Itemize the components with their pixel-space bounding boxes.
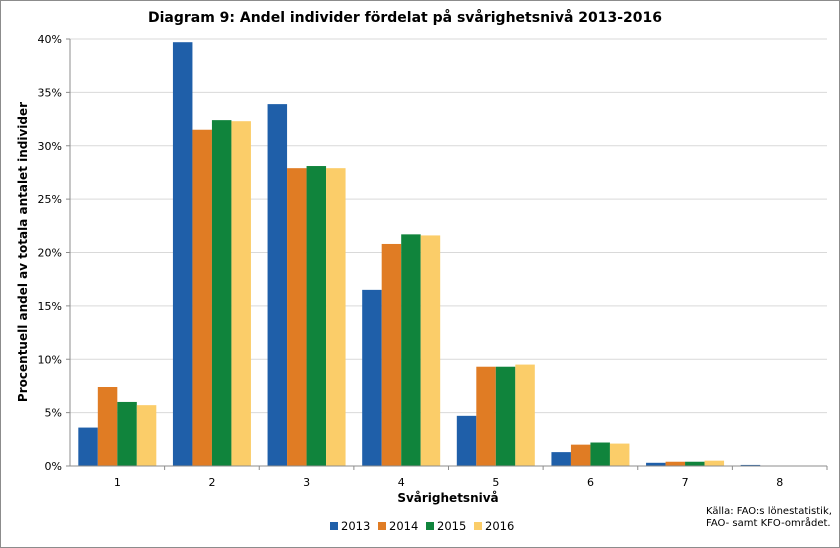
x-tick-label: 7: [682, 476, 689, 489]
bar-2014-4: [381, 243, 402, 466]
y-tick-label: 15%: [38, 300, 62, 313]
x-tick-label: 5: [492, 476, 499, 489]
source-note: Källa: FAO:s lönestatistik,FAO- samt KFO…: [706, 506, 832, 529]
x-tick-labels: 1 2 3 4 5 6 7 8: [114, 476, 783, 489]
bar-2014-6: [570, 444, 591, 466]
bar-2016-3: [326, 168, 346, 467]
x-tick-label: 8: [776, 476, 783, 489]
bar-2013-1: [78, 427, 98, 466]
legend-label: 2013: [341, 519, 370, 533]
bar-2014-3: [287, 168, 307, 467]
x-tick-label: 6: [587, 476, 594, 489]
y-tick-label: 40%: [38, 33, 62, 46]
bar-2015-5: [495, 366, 516, 466]
y-tick-label: 5%: [45, 407, 62, 420]
axes: [66, 38, 828, 470]
legend-label: 2016: [485, 519, 514, 533]
bar-2013-2: [172, 42, 193, 466]
bar-2016-4: [420, 235, 441, 466]
chart-title: Diagram 9: Andel individer fördelat på s…: [148, 9, 662, 26]
y-tick-label: 20%: [38, 247, 62, 260]
bar-2015-3: [306, 166, 327, 466]
x-tick-label: 3: [303, 476, 310, 489]
bar-2016-6: [609, 443, 630, 466]
y-tick-label: 30%: [38, 140, 62, 153]
bar-2013-6: [551, 452, 571, 466]
legend-label: 2014: [389, 519, 418, 533]
bar-2016-5: [515, 364, 535, 466]
x-tick-label: 1: [114, 476, 121, 489]
bar-2014-2: [192, 129, 212, 467]
bar-2014-7: [665, 461, 686, 466]
legend-label: 2015: [437, 519, 466, 533]
source-note-line: FAO- samt KFO-området.: [706, 516, 831, 529]
y-tick-label: 0%: [45, 460, 62, 473]
bar-2013-7: [646, 462, 666, 466]
legend-swatch-2015: [426, 522, 434, 530]
x-axis-title: Svårighetsnivå: [397, 491, 498, 505]
legend-swatch-2016: [474, 522, 482, 530]
bar-2016-2: [231, 121, 251, 466]
bar-2014-5: [476, 366, 496, 466]
bar-2014-1: [97, 387, 118, 466]
bar-2015-7: [685, 461, 705, 466]
bar-2015-2: [211, 120, 232, 466]
y-tick-label: 35%: [38, 86, 62, 99]
legend: 2013 2014 2015 2016: [330, 519, 514, 533]
x-tick-label: 4: [398, 476, 405, 489]
source-note-line: Källa: FAO:s lönestatistik,: [706, 506, 832, 517]
bar-2016-1: [136, 405, 157, 466]
bar-2013-3: [267, 104, 288, 467]
bar-2016-7: [704, 460, 725, 466]
legend-swatch-2014: [378, 522, 386, 530]
bar-2015-4: [401, 234, 421, 466]
legend-swatch-2013: [330, 522, 338, 530]
bar-2013-8: [740, 464, 761, 466]
y-tick-labels: 0% 5% 10% 15% 20% 25% 30% 35% 40%: [38, 33, 62, 473]
bar-2013-5: [456, 415, 477, 466]
bars: [78, 42, 761, 467]
bar-2015-6: [590, 442, 610, 466]
y-tick-label: 25%: [38, 193, 62, 206]
y-axis-title: Procentuell andel av totala antalet indi…: [16, 102, 30, 402]
bar-2015-1: [117, 401, 137, 466]
bar-2013-4: [362, 289, 382, 466]
x-tick-label: 2: [208, 476, 215, 489]
y-tick-label: 10%: [38, 353, 62, 366]
